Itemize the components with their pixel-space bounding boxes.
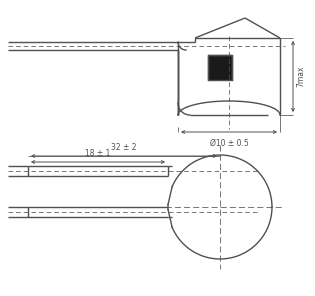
Text: 18 ± 1: 18 ± 1 (85, 149, 111, 158)
Text: Ø10 ± 0.5: Ø10 ± 0.5 (209, 139, 248, 148)
Text: 7max: 7max (296, 66, 305, 87)
Bar (208, 55, 232, 80)
Text: 32 ± 2: 32 ± 2 (111, 143, 137, 152)
